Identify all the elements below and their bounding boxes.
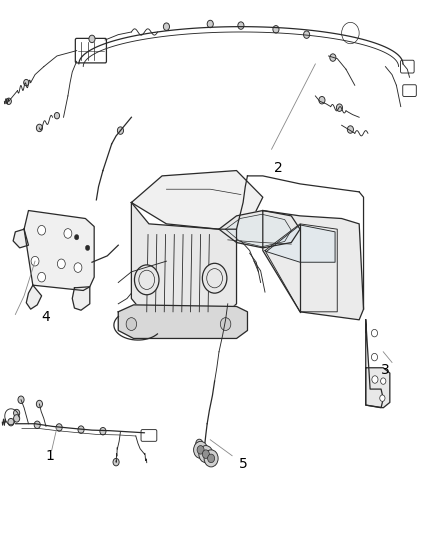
Circle shape xyxy=(208,454,215,463)
Circle shape xyxy=(238,22,244,29)
FancyBboxPatch shape xyxy=(403,85,417,96)
Circle shape xyxy=(319,96,325,104)
Circle shape xyxy=(202,450,209,458)
Circle shape xyxy=(342,22,359,44)
Polygon shape xyxy=(118,305,247,338)
Circle shape xyxy=(24,79,29,86)
Circle shape xyxy=(38,272,46,282)
Circle shape xyxy=(64,229,72,238)
Circle shape xyxy=(336,104,343,111)
FancyBboxPatch shape xyxy=(401,60,414,73)
Circle shape xyxy=(204,450,218,467)
Circle shape xyxy=(372,376,378,383)
Circle shape xyxy=(202,263,227,293)
Circle shape xyxy=(304,31,310,38)
Circle shape xyxy=(113,458,119,466)
Circle shape xyxy=(207,20,213,28)
Circle shape xyxy=(34,421,40,429)
Circle shape xyxy=(117,127,124,134)
Circle shape xyxy=(199,446,213,463)
Polygon shape xyxy=(219,211,300,248)
Circle shape xyxy=(371,329,378,337)
Circle shape xyxy=(330,54,336,61)
Polygon shape xyxy=(131,203,237,320)
Polygon shape xyxy=(226,214,291,247)
Circle shape xyxy=(85,245,90,251)
Polygon shape xyxy=(366,320,383,408)
Polygon shape xyxy=(72,287,90,310)
Text: 5: 5 xyxy=(239,457,247,471)
Circle shape xyxy=(18,396,24,403)
Circle shape xyxy=(74,235,79,240)
Circle shape xyxy=(56,424,62,431)
Circle shape xyxy=(14,415,20,422)
Circle shape xyxy=(8,418,14,426)
Text: 4: 4 xyxy=(42,310,50,324)
Polygon shape xyxy=(366,368,390,408)
Circle shape xyxy=(345,27,356,39)
Circle shape xyxy=(371,353,378,361)
Polygon shape xyxy=(24,211,94,290)
Circle shape xyxy=(89,35,95,43)
Circle shape xyxy=(134,265,159,295)
FancyBboxPatch shape xyxy=(141,430,157,441)
Circle shape xyxy=(14,409,20,417)
Circle shape xyxy=(220,318,231,330)
Circle shape xyxy=(36,124,42,132)
FancyBboxPatch shape xyxy=(75,38,106,63)
Polygon shape xyxy=(13,229,28,248)
Text: 3: 3 xyxy=(381,364,390,377)
Circle shape xyxy=(74,263,82,272)
Circle shape xyxy=(57,259,65,269)
Circle shape xyxy=(54,112,60,119)
Circle shape xyxy=(31,256,39,266)
Text: 2: 2 xyxy=(274,161,283,175)
Circle shape xyxy=(163,23,170,30)
Circle shape xyxy=(78,426,84,433)
Polygon shape xyxy=(263,211,364,320)
Circle shape xyxy=(273,26,279,33)
Polygon shape xyxy=(26,285,42,309)
Polygon shape xyxy=(266,225,335,262)
Circle shape xyxy=(38,225,46,235)
Circle shape xyxy=(380,395,385,401)
Circle shape xyxy=(347,126,353,133)
Circle shape xyxy=(36,400,42,408)
Polygon shape xyxy=(131,171,263,229)
Text: 1: 1 xyxy=(46,449,55,463)
Circle shape xyxy=(196,439,203,448)
Circle shape xyxy=(6,98,11,104)
Circle shape xyxy=(126,318,137,330)
Circle shape xyxy=(381,378,386,384)
Circle shape xyxy=(194,441,208,458)
Circle shape xyxy=(100,427,106,435)
Circle shape xyxy=(197,446,204,454)
